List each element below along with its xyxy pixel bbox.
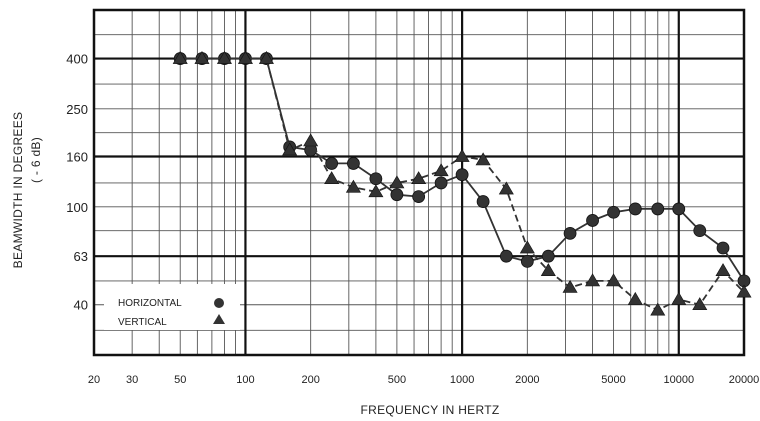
data-point-horizontal (434, 176, 448, 190)
x-tick-label: 200 (301, 374, 319, 386)
data-point-vertical (475, 152, 491, 166)
x-tick-label: 100 (236, 374, 254, 386)
data-point-horizontal (412, 190, 426, 203)
data-point-horizontal (651, 202, 665, 216)
x-tick-labels: 20 30 50 100 200 500 1000 2000 5000 10000 20000 (88, 374, 759, 386)
plot-frame (92, 8, 746, 357)
y-tick-label: 63 (74, 249, 88, 264)
y-axis-subtitle: ( - 6 dB) (29, 137, 43, 183)
y-tick-labels: 400 250 160 100 63 40 (66, 52, 88, 313)
data-point-horizontal (716, 241, 730, 255)
data-point-vertical (411, 171, 427, 185)
data-point-horizontal (541, 249, 555, 263)
legend-marker-horizontal (214, 298, 224, 308)
x-tick-label: 5000 (601, 374, 625, 386)
y-tick-label: 400 (66, 52, 88, 67)
data-point-vertical (606, 273, 622, 287)
data-point-vertical (627, 291, 643, 305)
data-point-horizontal (520, 254, 534, 268)
data-point-vertical (172, 50, 188, 64)
legend-label-horizontal: HORIZONTAL (118, 298, 182, 309)
data-point-horizontal (390, 188, 404, 202)
legend: HORIZONTAL VERTICAL (104, 284, 240, 330)
data-point-vertical (258, 50, 274, 64)
data-point-horizontal (607, 205, 620, 219)
data-point-vertical (433, 163, 449, 177)
legend-marker-vertical (213, 314, 225, 324)
data-point-vertical (216, 50, 232, 64)
y-tick-label: 100 (66, 200, 88, 215)
data-point-horizontal (672, 202, 686, 216)
x-tick-label: 20 (88, 374, 100, 386)
data-point-vertical (368, 184, 384, 198)
x-tick-label: 500 (388, 374, 406, 386)
y-tick-label: 160 (66, 150, 88, 165)
data-point-vertical (303, 133, 319, 147)
x-tick-label: 20000 (729, 374, 760, 386)
data-point-vertical (736, 284, 752, 298)
data-point-horizontal (476, 195, 490, 208)
grid-major (94, 10, 744, 355)
data-point-vertical (324, 171, 340, 185)
data-point-vertical (650, 302, 666, 316)
data-point-horizontal (563, 226, 577, 240)
data-point-vertical (519, 240, 535, 254)
data-point-vertical (540, 263, 556, 277)
x-tick-label: 30 (126, 374, 138, 386)
data-point-horizontal (499, 249, 513, 263)
x-tick-label: 1000 (450, 374, 474, 386)
data-point-vertical (562, 279, 578, 293)
x-tick-label: 2000 (515, 374, 539, 386)
data-point-vertical (715, 263, 731, 277)
data-point-horizontal (325, 157, 339, 170)
data-point-horizontal (455, 168, 469, 182)
data-point-vertical (389, 175, 405, 189)
data-point-vertical (282, 142, 298, 156)
x-tick-label: 10000 (663, 374, 694, 386)
data-point-vertical (454, 148, 470, 162)
data-point-horizontal (693, 224, 707, 238)
y-axis-title: BEAMWIDTH IN DEGREES (11, 112, 25, 269)
data-point-vertical (237, 50, 253, 64)
data-point-horizontal (586, 214, 599, 227)
y-tick-label: 40 (74, 298, 88, 313)
data-point-horizontal (628, 202, 642, 216)
data-point-horizontal (347, 157, 360, 170)
data-point-vertical (585, 273, 601, 287)
data-point-horizontal (369, 172, 383, 186)
x-tick-label: 50 (174, 374, 186, 386)
data-point-vertical (194, 50, 210, 64)
data-point-vertical (498, 181, 514, 195)
legend-label-vertical: VERTICAL (118, 317, 167, 328)
series-layer (172, 50, 752, 316)
data-point-vertical (692, 297, 708, 311)
data-point-vertical (671, 291, 687, 305)
y-tick-label: 250 (66, 102, 88, 117)
x-axis-title: FREQUENCY IN HERTZ (361, 403, 500, 417)
data-point-vertical (345, 179, 361, 193)
